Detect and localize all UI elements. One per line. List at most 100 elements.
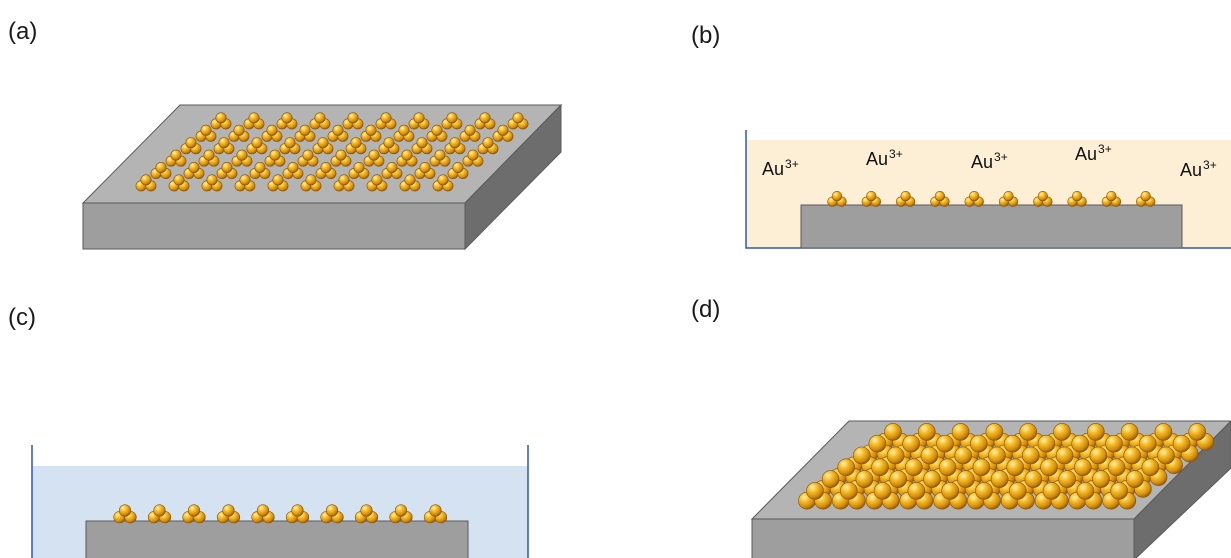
gold-nanoparticle <box>180 137 202 155</box>
gold-nanoparticle <box>933 482 968 510</box>
panel-d-nanoparticles <box>798 423 1215 510</box>
gold-ion-label: Au3+ <box>971 150 1008 172</box>
panel-c-beaker <box>31 445 529 558</box>
gold-nanoparticle <box>393 124 415 142</box>
gold-nanoparticle <box>267 174 289 192</box>
gold-nanoparticle <box>201 174 223 192</box>
gold-nanoparticle <box>216 162 238 180</box>
gold-nanoparticle <box>246 137 268 155</box>
gold-nanoparticle <box>195 124 217 142</box>
gold-nanoparticle <box>1135 191 1156 207</box>
gold-nanoparticle <box>492 124 514 142</box>
gold-nanoparticle <box>183 162 205 180</box>
gold-nanoparticle <box>231 149 253 167</box>
gold-nanoparticle <box>441 112 463 130</box>
gold-nanoparticle <box>474 112 496 130</box>
gold-nanoparticle <box>831 482 866 510</box>
gold-nanoparticle <box>182 504 206 524</box>
panel-a-substrate-front <box>82 202 466 250</box>
panel-c-nanoparticles <box>113 504 448 524</box>
gold-nanoparticle <box>249 162 271 180</box>
gold-nanoparticle <box>342 112 364 130</box>
gold-nanoparticle <box>865 482 900 510</box>
gold-nanoparticle <box>414 162 436 180</box>
gold-nanoparticle <box>1033 191 1053 207</box>
panel-label-a: (a) <box>8 18 38 45</box>
gold-nanoparticle <box>251 504 275 524</box>
gold-nanoparticle <box>964 191 984 207</box>
gold-nanoparticle <box>861 191 882 207</box>
panel-c-substrate <box>85 520 469 558</box>
gold-ion-label: Au3+ <box>1075 142 1112 164</box>
gold-nanoparticle <box>1068 482 1103 510</box>
panel-a-nanoparticles <box>135 112 529 192</box>
gold-nanoparticle <box>1067 191 1087 207</box>
gold-nanoparticle <box>447 162 469 180</box>
gold-nanoparticle <box>320 504 344 524</box>
gold-nanoparticle <box>895 191 916 207</box>
gold-nanoparticle <box>1034 482 1069 510</box>
gold-nanoparticle <box>507 112 529 130</box>
gold-ion-label: Au3+ <box>762 157 799 179</box>
gold-nanoparticle <box>348 162 370 180</box>
gold-nanoparticle <box>300 174 322 192</box>
gold-nanoparticle <box>198 149 220 167</box>
gold-nanoparticle <box>147 504 172 524</box>
gold-nanoparticle <box>210 112 232 130</box>
gold-nanoparticle <box>213 137 235 155</box>
gold-ion-label: Au3+ <box>866 147 903 169</box>
gold-nanoparticle <box>930 191 950 207</box>
gold-nanoparticle <box>285 504 310 524</box>
gold-nanoparticle <box>378 137 400 155</box>
gold-nanoparticle <box>333 174 355 192</box>
gold-nanoparticle <box>354 504 379 524</box>
gold-nanoparticle <box>798 482 832 510</box>
gold-nanoparticle <box>411 137 433 155</box>
gold-nanoparticle <box>1102 482 1137 510</box>
gold-nanoparticle <box>389 504 413 524</box>
gold-nanoparticle <box>345 137 367 155</box>
panel-d-diagram <box>750 420 1231 558</box>
panel-b-diagram <box>745 130 1231 249</box>
panel-label-c: (c) <box>8 304 36 331</box>
gold-nanoparticle <box>429 149 451 167</box>
gold-nanoparticle <box>297 149 319 167</box>
gold-nanoparticle <box>279 137 301 155</box>
gold-nanoparticle <box>477 137 499 155</box>
gold-nanoparticle <box>363 149 385 167</box>
gold-nanoparticle <box>375 112 397 130</box>
gold-nanoparticle <box>113 504 137 524</box>
panel-label-d: (d) <box>691 296 721 323</box>
gold-nanoparticle <box>899 482 934 510</box>
gold-nanoparticle <box>165 149 187 167</box>
gold-nanoparticle <box>360 124 382 142</box>
panel-c-diagram <box>31 445 529 558</box>
gold-nanoparticle <box>408 112 430 130</box>
gold-nanoparticle <box>423 504 448 524</box>
gold-nanoparticle <box>330 149 352 167</box>
gold-nanoparticle <box>998 191 1019 207</box>
gold-ion-label: Au3+ <box>1180 158 1217 180</box>
gold-nanoparticle <box>168 174 190 192</box>
gold-nanoparticle <box>399 174 421 192</box>
gold-nanoparticle <box>294 124 316 142</box>
gold-nanoparticle <box>462 149 484 167</box>
gold-nanoparticle <box>216 504 241 524</box>
gold-nanoparticle <box>234 174 256 192</box>
gold-nanoparticle <box>396 149 418 167</box>
gold-nanoparticle <box>432 174 454 192</box>
gold-nanoparticle <box>282 162 304 180</box>
panel-b-nanoparticles <box>827 191 1156 207</box>
gold-nanoparticle <box>444 137 466 155</box>
gold-nanoparticle <box>276 112 298 130</box>
gold-nanoparticle <box>309 112 331 130</box>
gold-nanoparticle <box>315 162 337 180</box>
gold-nanoparticle <box>150 162 172 180</box>
gold-nanoparticle <box>312 137 334 155</box>
gold-nanoparticle <box>827 191 847 207</box>
gold-nanoparticle <box>135 174 157 192</box>
gold-nanoparticle <box>1000 482 1035 510</box>
gold-nanoparticle <box>1101 191 1122 207</box>
gold-nanoparticle <box>264 149 286 167</box>
